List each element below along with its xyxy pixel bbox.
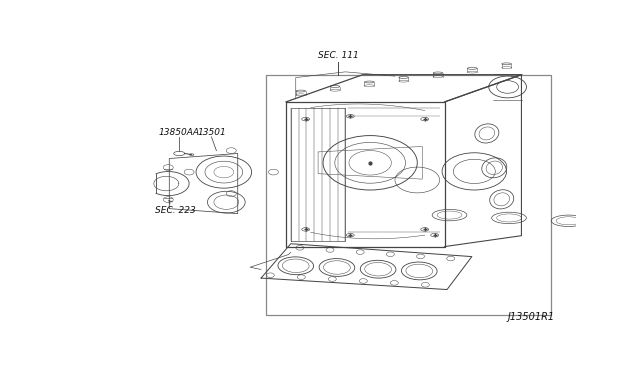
Bar xyxy=(266,75,551,315)
Text: J13501R1: J13501R1 xyxy=(508,312,555,323)
Text: 13850AA: 13850AA xyxy=(158,128,200,137)
Text: SEC. 111: SEC. 111 xyxy=(317,51,358,60)
Text: SEC. 223: SEC. 223 xyxy=(156,206,196,215)
Text: 13501: 13501 xyxy=(198,128,227,137)
